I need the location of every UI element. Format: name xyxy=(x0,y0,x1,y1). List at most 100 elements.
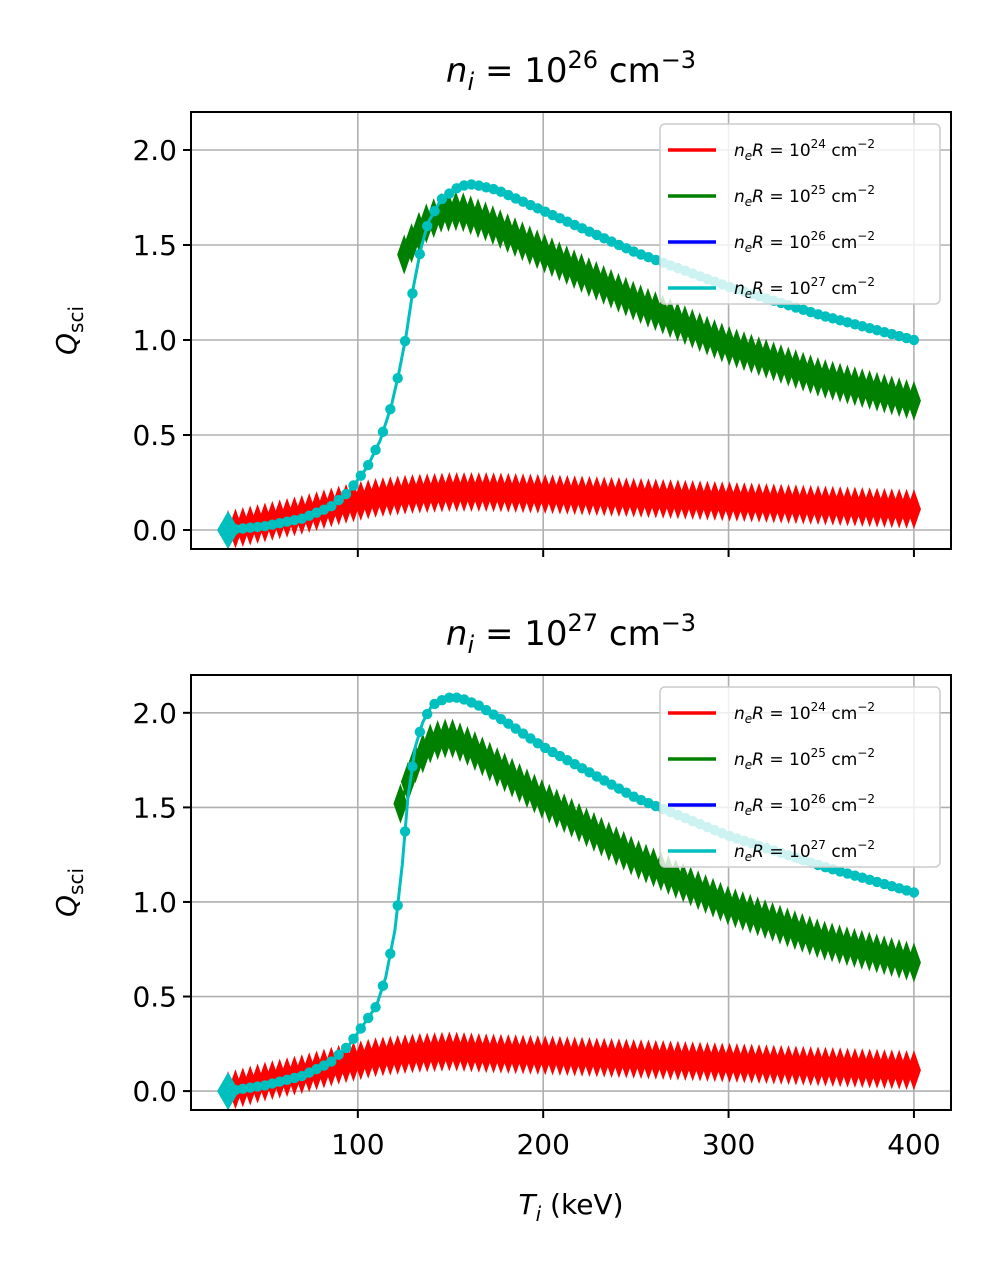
series-27-marker xyxy=(414,726,426,738)
plot-area xyxy=(217,692,921,1110)
series-27-marker xyxy=(429,205,440,217)
x-axis-label: Ti (keV) xyxy=(518,1188,623,1226)
x-tick-label: 400 xyxy=(887,1128,940,1161)
x-label-sub: i xyxy=(536,1202,542,1226)
legend-box xyxy=(659,123,941,305)
series-27-marker xyxy=(385,948,396,959)
series-27-end-marker xyxy=(217,511,240,549)
series-27-marker xyxy=(362,459,374,471)
legend-entry: neR = 1025 cm−2 xyxy=(734,746,875,772)
series-27-marker xyxy=(421,708,433,720)
y-label-sub: sci xyxy=(64,306,88,333)
y-label-sub: sci xyxy=(64,868,88,895)
series-27-marker xyxy=(444,692,455,703)
series-27-marker xyxy=(340,1042,352,1054)
x-tick-label: 200 xyxy=(516,1128,569,1161)
y-axis-label: Qsci xyxy=(50,868,88,917)
series-27-marker xyxy=(362,1012,374,1024)
title-exp: 27 xyxy=(568,609,599,637)
legend-box xyxy=(659,686,941,868)
series-27-marker xyxy=(333,494,344,506)
legend-entry: neR = 1026 cm−2 xyxy=(734,792,875,818)
title-unit-exp: −3 xyxy=(661,609,696,637)
plot-area xyxy=(217,179,921,549)
series-27-marker xyxy=(444,188,455,199)
series-27-marker xyxy=(340,488,352,500)
y-tick-label: 0.0 xyxy=(132,514,177,547)
title-unit-exp: −3 xyxy=(661,46,696,74)
series-27-marker xyxy=(348,480,359,491)
series-27-marker xyxy=(414,248,426,260)
y-tick-label: 0.5 xyxy=(132,419,177,452)
series-27-marker xyxy=(510,723,521,734)
legend-entry: neR = 1024 cm−2 xyxy=(734,700,875,726)
y-tick-label: 1.5 xyxy=(132,229,177,262)
legend-entry: neR = 1027 cm−2 xyxy=(734,275,875,301)
legend-entry: neR = 1027 cm−2 xyxy=(734,838,875,864)
series-27-marker xyxy=(392,900,403,911)
series-27-marker xyxy=(399,335,411,347)
chart-title: ni = 1026 cm−3 xyxy=(446,46,696,96)
series-27-marker xyxy=(407,761,418,772)
y-tick-label: 2.0 xyxy=(132,697,177,730)
series-27-marker xyxy=(385,403,396,415)
title-unit: cm xyxy=(598,51,661,91)
x-label-unit: (keV) xyxy=(541,1188,623,1221)
series-27-marker xyxy=(399,826,411,837)
y-tick-label: 2.0 xyxy=(132,134,177,167)
title-eq: = 10 xyxy=(474,51,567,91)
series-27-marker xyxy=(326,1056,337,1067)
series-27-marker xyxy=(355,1023,367,1034)
series-27-marker xyxy=(503,718,514,729)
series-27-marker xyxy=(333,1049,344,1060)
series-27-marker xyxy=(355,470,367,481)
legend: neR = 1024 cm−2 neR = 1025 cm−2 neR = 1026… xyxy=(659,686,941,868)
series-27-marker xyxy=(525,733,536,744)
legend-entry: neR = 1025 cm−2 xyxy=(734,183,875,209)
series-27-marker xyxy=(377,980,389,992)
series-27-marker xyxy=(326,500,337,512)
series-27-marker xyxy=(348,1033,359,1045)
series-27-marker xyxy=(517,728,529,739)
axes-frame xyxy=(190,674,952,1111)
title-var: n xyxy=(446,614,468,654)
x-tick-label: 300 xyxy=(702,1128,755,1161)
series-27-marker xyxy=(370,444,381,456)
series-27-marker xyxy=(392,372,403,384)
legend-entry: neR = 1026 cm−2 xyxy=(734,229,875,255)
chart-title: ni = 1027 cm−3 xyxy=(446,609,696,659)
title-sub: i xyxy=(467,68,474,96)
axes-frame xyxy=(190,111,952,550)
series-27-marker xyxy=(407,288,418,299)
y-axis-label: Qsci xyxy=(50,306,88,355)
title-exp: 26 xyxy=(568,46,599,74)
y-tick-label: 0.5 xyxy=(132,981,177,1014)
y-tick-label: 1.0 xyxy=(132,886,177,919)
y-tick-label: 1.5 xyxy=(132,791,177,824)
y-label-var: Q xyxy=(50,895,83,917)
series-27-marker xyxy=(370,1001,381,1013)
y-tick-label: 0.0 xyxy=(132,1075,177,1108)
series-27-marker xyxy=(421,220,433,232)
series-25-line xyxy=(402,209,915,403)
title-eq: = 10 xyxy=(474,614,567,654)
series-27-marker xyxy=(908,887,920,898)
x-label-var: T xyxy=(518,1188,537,1221)
title-var: n xyxy=(446,51,468,91)
title-sub: i xyxy=(467,631,474,659)
y-tick-label: 1.0 xyxy=(132,324,177,357)
y-label-var: Q xyxy=(50,333,83,355)
series-27-marker xyxy=(908,334,920,346)
panel-1: 0.0 0.5 1.0 1.5 2.0 ni = 1026 cm−3 Qsci neR = 1… xyxy=(50,46,952,557)
legend-entry: neR = 1024 cm−2 xyxy=(734,137,875,163)
title-unit: cm xyxy=(598,614,661,654)
legend: neR = 1024 cm−2 neR = 1025 cm−2 neR = 1026… xyxy=(659,123,941,305)
series-27-end-marker xyxy=(217,1072,240,1110)
series-25-line xyxy=(399,735,915,964)
x-tick-label: 100 xyxy=(331,1128,384,1161)
series-27-marker xyxy=(532,738,544,749)
series-27-marker xyxy=(377,426,389,438)
series-27-marker xyxy=(436,193,448,205)
